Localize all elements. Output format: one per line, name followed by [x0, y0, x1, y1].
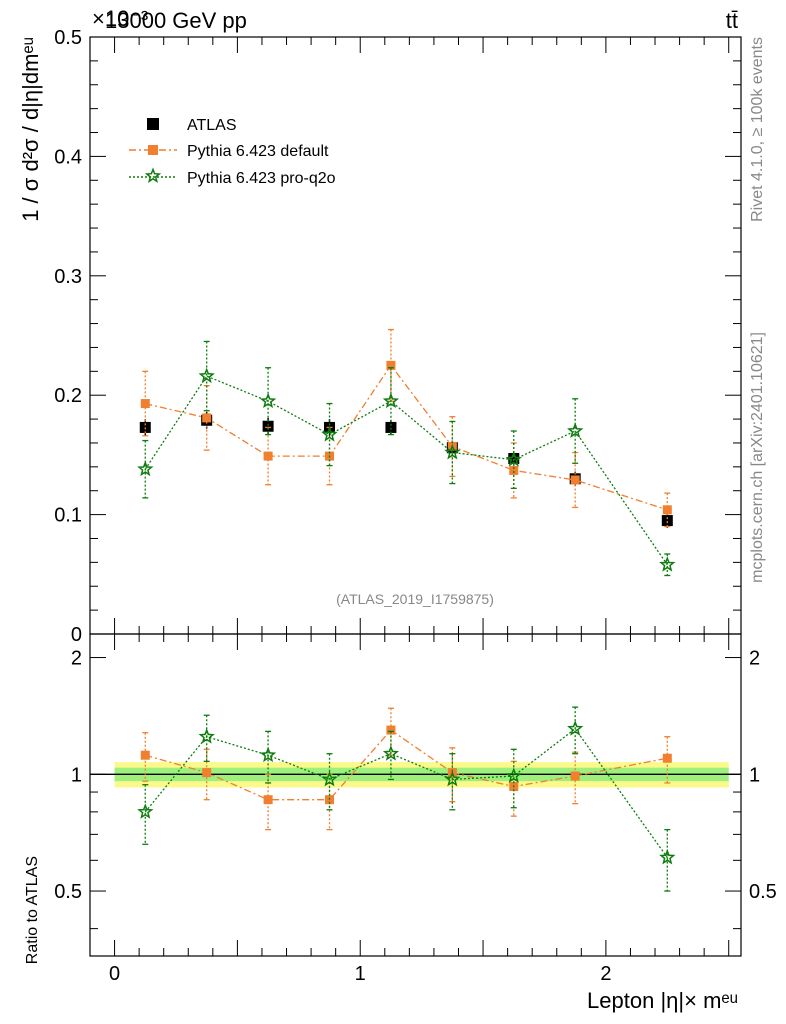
ratio-proq2o-marker — [137, 803, 154, 819]
ratio-default-marker — [140, 750, 150, 760]
main-y-tick-label: 0.3 — [54, 266, 82, 288]
ratio-proq2o-marker — [198, 728, 215, 744]
ratio-proq2o-marker — [444, 770, 461, 787]
ratio-proq2o-marker — [321, 770, 338, 787]
plot-title-right: tt̄ — [726, 8, 738, 33]
main-y-tick-label: 0.5 — [54, 27, 82, 49]
main-default-marker — [202, 413, 212, 423]
x-tick-label: 0 — [109, 963, 120, 985]
ratio-default-marker — [202, 768, 212, 778]
main-proq2o-marker — [505, 451, 522, 467]
exponent-label: ×10⁻³ — [92, 6, 148, 31]
ratio-y-tick-label-right: 0.5 — [749, 881, 777, 903]
series-layer — [137, 328, 676, 892]
ratio-proq2o-marker — [259, 746, 277, 763]
atlas-marker — [262, 420, 274, 432]
ratio-proq2o-marker — [567, 720, 584, 736]
rivet-version-label: Rivet 4.1.0, ≥ 100k events — [749, 37, 766, 222]
main-y-tick-label: 0.1 — [54, 505, 82, 527]
main-proq2o-marker — [321, 426, 338, 442]
axis-tick-labels: 0.1 0.2 0.3 0.4 0.5 0 0 1 2 0.5 0.5 1 1 2 2 — [54, 27, 777, 985]
main-default-marker — [386, 360, 396, 370]
analysis-id-label: (ATLAS_2019_I1759875) — [336, 591, 494, 607]
mcplots-reference-label: mcplots.cern.ch [arXiv:2401.10621] — [749, 332, 766, 583]
main-default-marker — [140, 399, 150, 409]
ratio-default-marker — [570, 771, 580, 781]
ratio-proq2o-line — [144, 727, 668, 858]
axis-ticks — [89, 36, 741, 956]
main-proq2o-marker — [198, 367, 215, 384]
main-proq2o-marker — [659, 556, 676, 572]
ratio-default-marker — [386, 725, 396, 735]
main-default-marker — [662, 505, 672, 515]
ratio-uncertainty-bands — [90, 762, 741, 788]
main-proq2o-marker — [137, 460, 154, 477]
ratio-proq2o-marker — [659, 848, 676, 865]
main-y-tick-label: 0.2 — [54, 385, 82, 407]
ratio-y-axis-title: Ratio to ATLAS — [24, 856, 41, 964]
plot-title-left: 13000 GeV pp — [105, 8, 247, 33]
legend-label-proq2o: Pythia 6.423 pro-q2o — [187, 170, 336, 187]
main-proq2o-line — [144, 375, 668, 566]
main-proq2o-marker — [259, 392, 277, 409]
ratio-y-tick-label-left: 2 — [71, 648, 82, 670]
legend-marker-default — [148, 145, 158, 155]
main-default-marker — [509, 465, 519, 475]
x-axis-title: Lepton |η|× mᵉᵘ — [587, 988, 738, 1013]
main-y-axis-title: 1 / σ d²σ / d|η|dmᵉᵘ — [18, 37, 43, 222]
main-default-marker — [570, 475, 580, 485]
ratio-default-marker — [662, 753, 672, 763]
legend-label-atlas: ATLAS — [187, 117, 237, 134]
ratio-y-tick-label-right: 2 — [749, 648, 760, 670]
legend-marker-atlas — [147, 118, 159, 130]
ratio-proq2o-marker — [505, 767, 522, 783]
main-default-line — [145, 364, 668, 511]
atlas-marker — [508, 452, 520, 464]
legend-label-default: Pythia 6.423 default — [187, 143, 329, 160]
main-default-marker — [263, 451, 273, 461]
main-proq2o-marker — [382, 392, 400, 409]
ratio-default-marker — [263, 795, 273, 805]
main-y-tick-label-zero: 0 — [71, 624, 82, 646]
main-proq2o-marker — [567, 422, 584, 439]
legend: ATLAS Pythia 6.423 default Pythia 6.423 … — [129, 117, 336, 187]
legend-marker-proq2o — [144, 167, 162, 183]
ratio-panel-frame — [89, 633, 742, 957]
main-proq2o-marker — [444, 443, 461, 460]
main-y-tick-label: 0.4 — [54, 146, 82, 168]
atlas-marker — [385, 421, 397, 433]
atlas-marker — [661, 515, 673, 527]
x-tick-label: 2 — [600, 963, 611, 985]
ratio-y-tick-label-right: 1 — [749, 764, 760, 786]
ratio-y-tick-label-left: 0.5 — [54, 881, 82, 903]
ratio-proq2o-marker — [382, 745, 400, 761]
ratio-y-tick-label-left: 1 — [71, 764, 82, 786]
x-tick-label: 1 — [355, 963, 366, 985]
